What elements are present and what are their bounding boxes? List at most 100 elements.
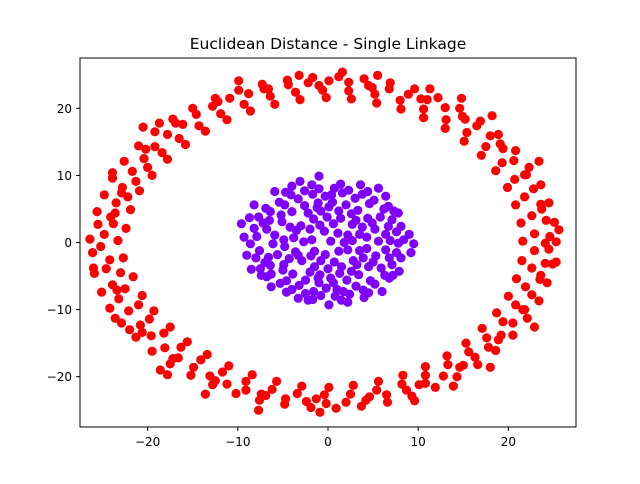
scatter-point (381, 245, 391, 255)
scatter-point (113, 235, 123, 246)
scatter-point (534, 296, 544, 306)
scatter-point (389, 206, 399, 216)
scatter-point (508, 330, 518, 340)
scatter-point (410, 84, 420, 94)
scatter-point (355, 229, 365, 239)
scatter-point (372, 98, 382, 108)
scatter-point (485, 362, 495, 372)
scatter-point (314, 171, 324, 181)
scatter-point (332, 284, 342, 295)
scatter-point (280, 399, 290, 409)
scatter-point (482, 333, 492, 343)
scatter-point (147, 346, 157, 356)
scatter-point (382, 397, 393, 407)
scatter-point (517, 256, 527, 266)
scatter-point (520, 192, 530, 202)
scatter-point (280, 241, 290, 252)
scatter-point (174, 133, 184, 144)
scatter-point (119, 156, 129, 166)
scatter-point (510, 146, 521, 156)
scatter-point (246, 264, 256, 274)
scatter-point (202, 349, 212, 360)
scatter-point (337, 67, 347, 77)
scatter-point (137, 327, 147, 337)
scatter-point (138, 122, 148, 132)
scatter-point (355, 246, 365, 256)
scatter-point (398, 370, 408, 380)
scatter-point (358, 253, 368, 263)
scatter-point (290, 87, 301, 97)
points-layer (85, 67, 564, 417)
scatter-point (270, 230, 280, 240)
scatter-point (288, 269, 298, 279)
scatter-point (324, 202, 334, 212)
scatter-point (430, 382, 440, 392)
scatter-point (266, 282, 276, 292)
scatter-point (459, 136, 469, 146)
chart-title: Euclidean Distance - Single Linkage (190, 35, 467, 53)
scatter-point (314, 80, 324, 91)
scatter-point (516, 218, 526, 228)
scatter-point (438, 371, 448, 381)
scatter-point (403, 89, 413, 99)
scatter-point (329, 257, 339, 267)
scatter-point (351, 215, 361, 225)
scatter-point (231, 388, 241, 399)
scatter-point (529, 229, 540, 239)
scatter-point (270, 99, 280, 109)
scatter-point (281, 276, 292, 286)
scatter-point (160, 343, 170, 353)
y-tick-label: −10 (47, 303, 72, 317)
scatter-point (362, 243, 372, 254)
scatter-point (111, 198, 121, 208)
scatter-point (442, 351, 452, 361)
scatter-point (162, 129, 173, 140)
scatter-point (131, 176, 141, 186)
scatter-point (540, 258, 550, 268)
scatter-point (182, 337, 192, 347)
scatter-point (256, 270, 266, 280)
scatter-point (309, 214, 319, 224)
scatter-point (245, 106, 255, 116)
scatter-point (537, 204, 547, 214)
scatter-point (458, 360, 468, 370)
scatter-point (485, 131, 495, 141)
scatter-point (188, 103, 198, 113)
y-tick-label: 10 (57, 169, 72, 183)
x-tick-label: 10 (411, 435, 426, 449)
scatter-point (281, 187, 291, 197)
scatter-point (346, 266, 356, 276)
scatter-point (396, 253, 406, 263)
scatter-point (521, 170, 532, 180)
scatter-point (348, 380, 358, 390)
scatter-point (139, 154, 149, 164)
scatter-point (351, 281, 361, 291)
scatter-point (244, 89, 254, 99)
scatter-point (503, 291, 513, 301)
scatter-point (261, 203, 271, 213)
scatter-point (96, 241, 106, 252)
scatter-point (321, 93, 331, 103)
scatter-point (316, 256, 326, 266)
scatter-point (99, 190, 109, 200)
scatter-point (255, 264, 265, 274)
scatter-point (245, 239, 255, 249)
x-tick-label: −10 (225, 435, 250, 449)
scatter-point (461, 338, 471, 348)
scatter-point (305, 267, 315, 277)
scatter-point (359, 292, 369, 303)
y-tick-label: 20 (57, 102, 72, 116)
scatter-point (529, 184, 539, 194)
scatter-point (524, 162, 534, 172)
scatter-point (476, 150, 486, 160)
scatter-point (186, 370, 196, 380)
scatter-point (497, 158, 507, 168)
scatter-point (279, 235, 289, 245)
scatter-point (116, 318, 127, 328)
scatter-point (254, 405, 264, 415)
scatter-point (508, 318, 518, 328)
scatter-point (295, 95, 305, 105)
scatter-point (213, 97, 223, 107)
scatter-point (293, 250, 303, 260)
